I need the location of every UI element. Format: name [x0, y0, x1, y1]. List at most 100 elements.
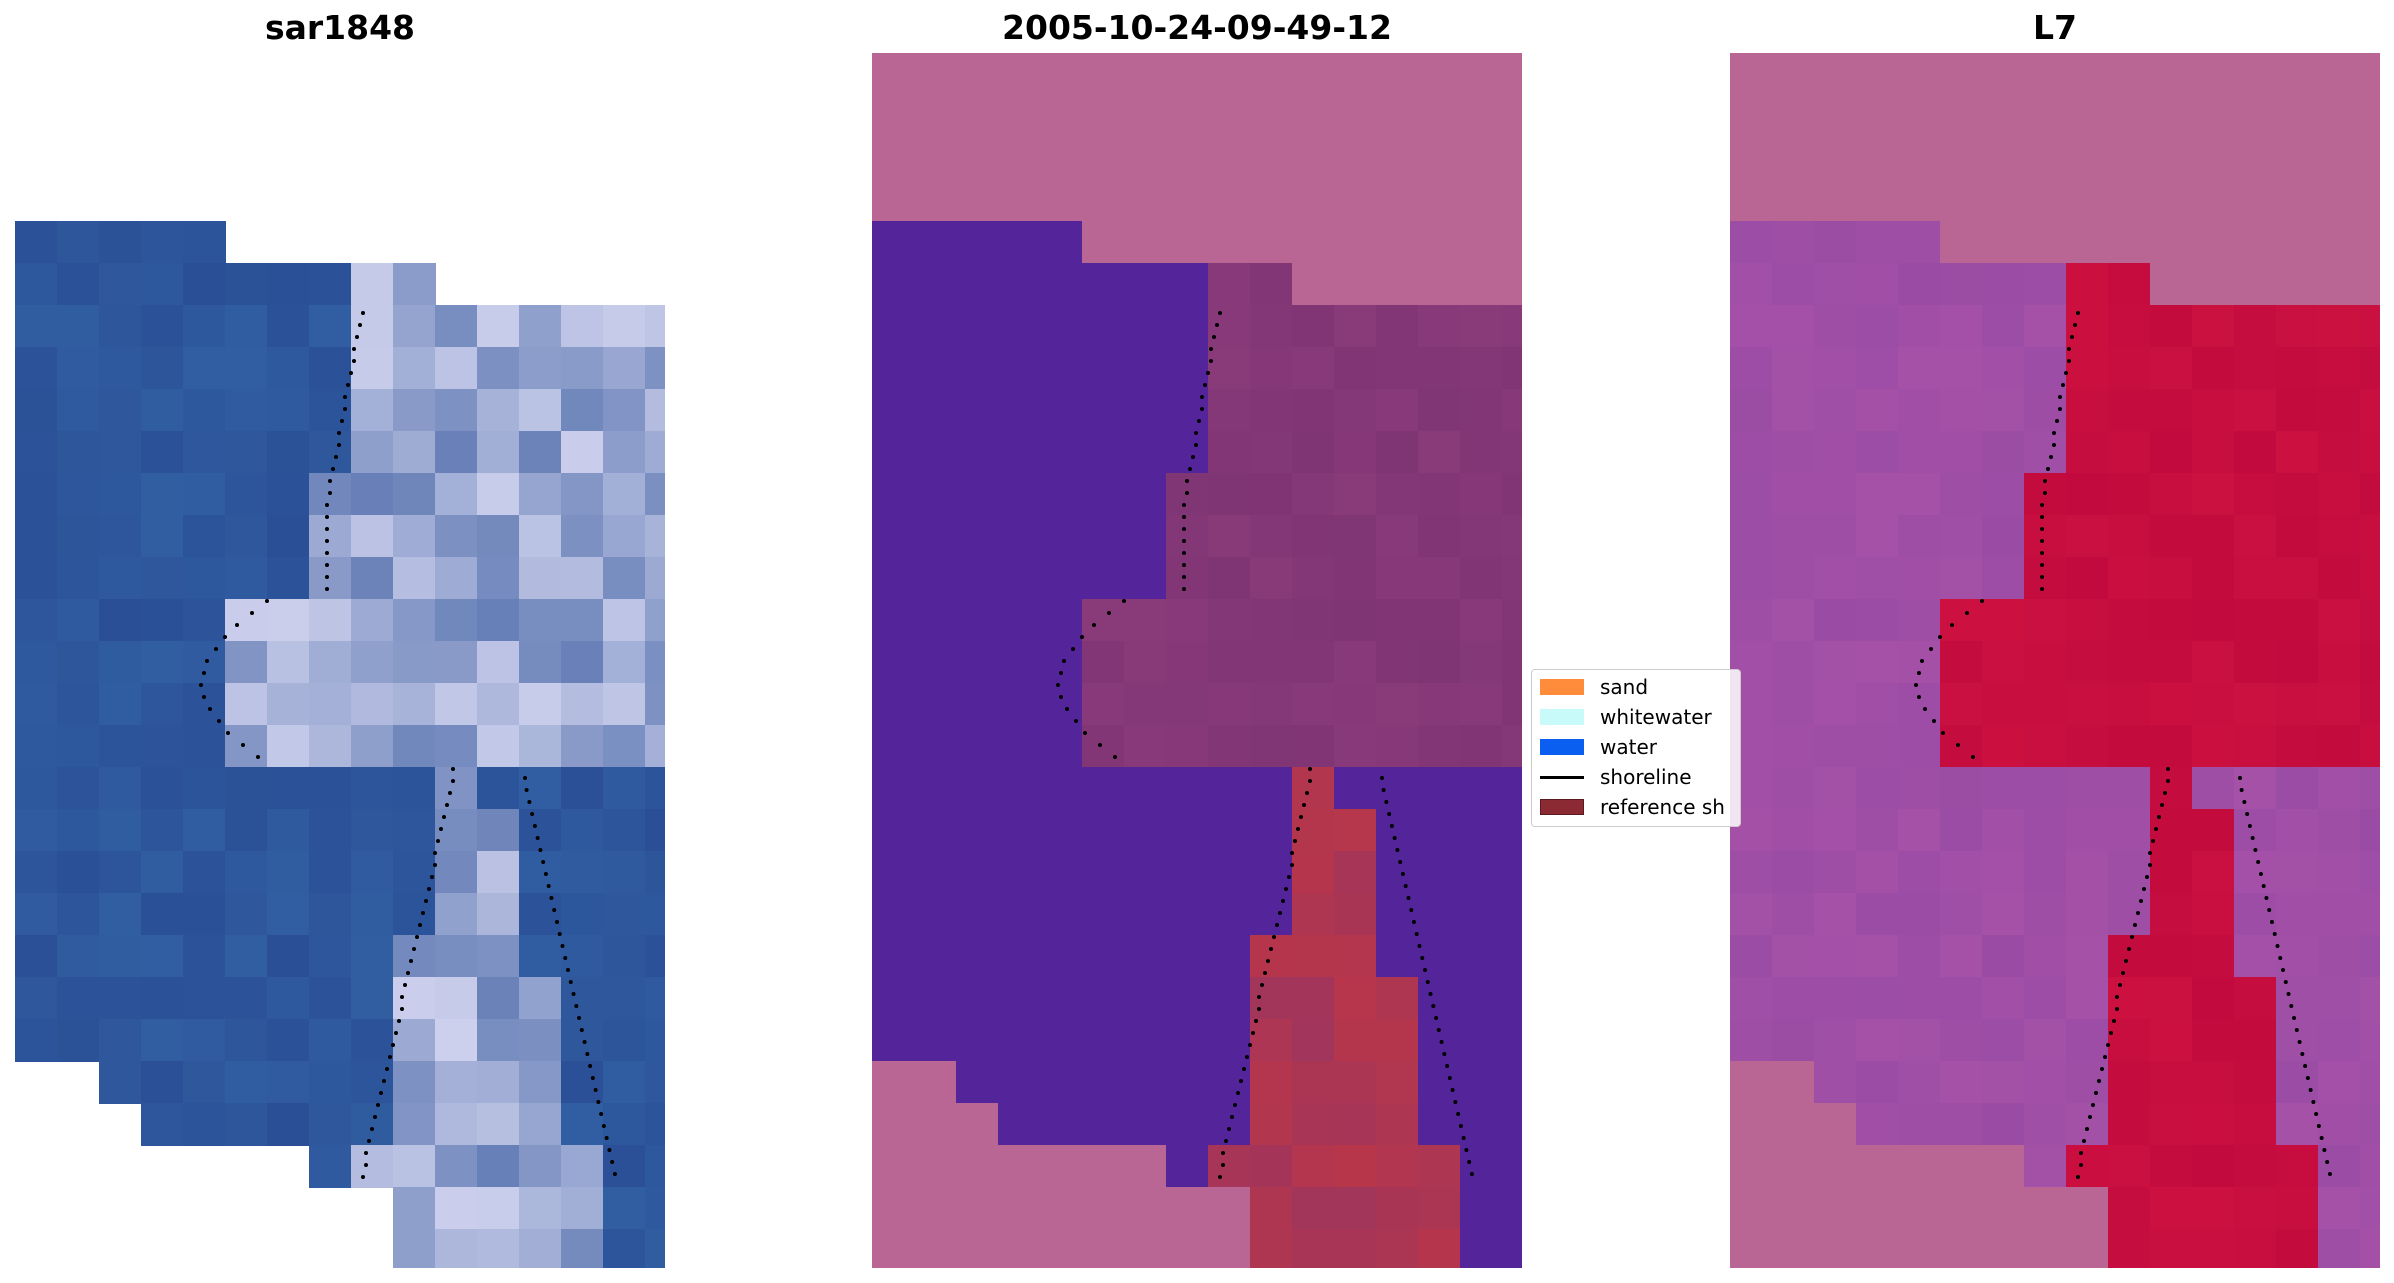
image-pixel-cell [1250, 347, 1293, 390]
image-pixel-cell [141, 599, 184, 642]
image-pixel-cell [435, 557, 478, 600]
image-pixel-cell [914, 725, 957, 768]
image-pixel-cell [141, 893, 184, 936]
image-pixel-cell [351, 809, 394, 852]
image-pixel-cell [183, 305, 226, 348]
image-pixel-cell [2066, 263, 2109, 306]
image-pixel-cell [1898, 893, 1941, 936]
image-pixel-cell [1940, 1019, 1983, 1062]
legend-label-water: water [1600, 735, 1657, 759]
image-pixel-cell [872, 725, 915, 768]
image-pixel-cell [1334, 137, 1377, 180]
image-pixel-cell [1460, 473, 1503, 516]
image-pixel-cell [2192, 1061, 2235, 1104]
image-pixel-cell [1124, 599, 1167, 642]
shoreline-dot [451, 779, 455, 783]
image-pixel-cell [2024, 305, 2067, 348]
image-pixel-cell [1940, 683, 1983, 726]
image-pixel-cell [1418, 347, 1461, 390]
image-pixel-cell [1040, 389, 1083, 432]
image-pixel-cell [2276, 263, 2319, 306]
image-pixel-cell [15, 221, 58, 264]
image-pixel-cell [1124, 641, 1167, 684]
shoreline-dot [2052, 443, 2056, 447]
shoreline-dot [1182, 503, 1186, 507]
image-pixel-cell [1418, 1103, 1461, 1146]
image-pixel-cell [1250, 431, 1293, 474]
image-pixel-cell [1376, 431, 1419, 474]
shoreline-dot [202, 695, 206, 699]
image-pixel-cell [1166, 1019, 1209, 1062]
shoreline-dot [2040, 551, 2044, 555]
image-pixel-cell [2276, 851, 2319, 894]
image-pixel-cell [309, 977, 352, 1020]
image-pixel-cell [2360, 1103, 2380, 1146]
image-pixel-cell [1940, 53, 1983, 96]
image-pixel-cell [1502, 389, 1522, 432]
image-pixel-cell [1460, 557, 1503, 600]
image-pixel-cell [956, 683, 999, 726]
shoreline-dot [1071, 647, 1075, 651]
image-pixel-cell [57, 851, 100, 894]
image-pixel-cell [998, 1187, 1041, 1230]
image-pixel-cell [2318, 473, 2361, 516]
image-pixel-cell [2318, 347, 2361, 390]
shoreline-dot [370, 1127, 374, 1131]
image-pixel-cell [15, 599, 58, 642]
shoreline-dot [217, 719, 221, 723]
legend-item-sand: sand [1540, 674, 1648, 700]
image-pixel-cell [141, 977, 184, 1020]
image-pixel-cell [645, 641, 665, 684]
shoreline-dot [379, 1091, 383, 1095]
image-pixel-cell [1376, 1187, 1419, 1230]
image-pixel-cell [603, 599, 646, 642]
image-pixel-cell [2360, 725, 2380, 768]
image-pixel-cell [1502, 683, 1522, 726]
shoreline-dot [400, 995, 404, 999]
image-pixel-cell [1208, 1103, 1251, 1146]
image-pixel-cell [872, 1103, 915, 1146]
image-pixel-cell [1124, 683, 1167, 726]
image-pixel-cell [1502, 347, 1522, 390]
shoreline-dot [2046, 467, 2050, 471]
shoreline-dot [2064, 371, 2068, 375]
image-pixel-cell [1814, 1061, 1857, 1104]
image-pixel-cell [1502, 179, 1522, 222]
shoreline-dot [1107, 611, 1111, 615]
image-pixel-cell [872, 1061, 915, 1104]
image-pixel-cell [1940, 305, 1983, 348]
image-pixel-cell [2066, 95, 2109, 138]
image-pixel-cell [351, 347, 394, 390]
image-pixel-cell [1334, 431, 1377, 474]
image-pixel-cell [1040, 515, 1083, 558]
image-pixel-cell [872, 137, 915, 180]
shoreline-dot [2112, 1019, 2116, 1023]
shoreline-dot [1182, 563, 1186, 567]
image-pixel-cell [99, 515, 142, 558]
image-pixel-cell [2108, 683, 2151, 726]
image-pixel-cell [2276, 1019, 2319, 1062]
image-pixel-cell [1856, 767, 1899, 810]
image-pixel-cell [57, 557, 100, 600]
shoreline-dot [400, 1007, 404, 1011]
image-pixel-cell [393, 851, 436, 894]
image-pixel-cell [1082, 725, 1125, 768]
shoreline-dot [343, 407, 347, 411]
image-pixel-cell [2276, 641, 2319, 684]
image-pixel-cell [603, 347, 646, 390]
image-pixel-cell [1814, 641, 1857, 684]
image-pixel-cell [393, 767, 436, 810]
image-pixel-cell [872, 431, 915, 474]
shoreline-dot [1914, 683, 1918, 687]
image-pixel-cell [2318, 767, 2361, 810]
image-pixel-cell [1334, 683, 1377, 726]
image-pixel-cell [141, 473, 184, 516]
legend-line-shoreline [1540, 775, 1584, 779]
image-pixel-cell [267, 557, 310, 600]
image-pixel-cell [2150, 977, 2193, 1020]
legend-item-whitewater: whitewater [1540, 704, 1712, 730]
image-pixel-cell [1124, 179, 1167, 222]
image-pixel-cell [2066, 347, 2109, 390]
image-pixel-cell [1814, 809, 1857, 852]
image-pixel-cell [1730, 1229, 1773, 1268]
